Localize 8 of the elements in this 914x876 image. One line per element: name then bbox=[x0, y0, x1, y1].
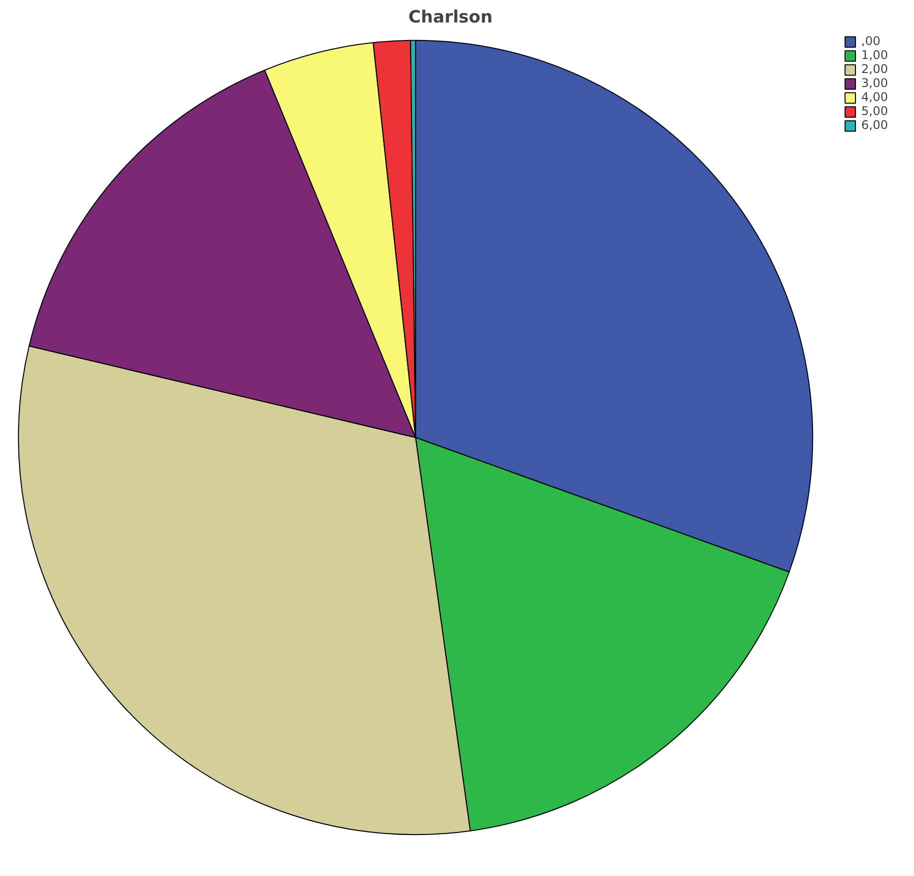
chart-title: Charlson bbox=[408, 8, 493, 28]
legend-label: ,00 bbox=[861, 34, 882, 48]
legend-label: 3,00 bbox=[861, 76, 888, 90]
legend-label: 6,00 bbox=[861, 118, 888, 132]
legend-label: 5,00 bbox=[861, 104, 888, 118]
legend-label: 2,00 bbox=[861, 62, 888, 76]
legend-label: 4,00 bbox=[861, 90, 888, 104]
legend-label: 1,00 bbox=[861, 48, 888, 62]
